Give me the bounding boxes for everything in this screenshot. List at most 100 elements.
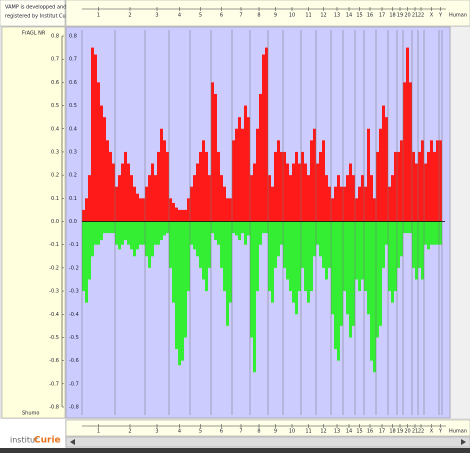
chromosome-label: 8 xyxy=(257,429,260,435)
chromosome-label: Y xyxy=(438,429,443,435)
plot-tick-label: 0.0 xyxy=(69,219,77,225)
chromosome-label: 19 xyxy=(397,13,403,19)
loss-bar xyxy=(202,221,205,280)
gain-bar xyxy=(202,140,205,222)
scrollbar[interactable] xyxy=(65,436,470,448)
loss-bar xyxy=(307,221,310,303)
loss-bar xyxy=(193,221,196,250)
plot-tick-label: -0.8 xyxy=(69,405,79,411)
gain-bar xyxy=(139,198,142,222)
status-bar xyxy=(0,448,470,453)
chromosome-label: 9 xyxy=(274,429,277,435)
gain-bar xyxy=(313,128,316,222)
gain-bar xyxy=(214,93,217,222)
loss-bar xyxy=(406,221,409,234)
info-line: registered by Institut Curie xyxy=(5,14,72,20)
loss-bar xyxy=(418,221,421,268)
loss-bar xyxy=(175,221,178,350)
loss-bar xyxy=(280,221,283,245)
chromosome-label: 21 xyxy=(412,13,418,19)
loss-bar xyxy=(208,221,211,268)
gain-bar xyxy=(220,175,223,222)
gain-bar xyxy=(247,117,250,222)
gain-bar xyxy=(196,163,199,222)
gain-bar xyxy=(253,163,256,222)
loss-bar xyxy=(118,221,121,250)
scroll-left[interactable] xyxy=(70,439,75,445)
loss-bar xyxy=(358,221,361,292)
gain-bar xyxy=(391,175,394,222)
gain-bar xyxy=(100,105,103,222)
gain-bar xyxy=(229,198,232,222)
chromosome-label: 14 xyxy=(346,429,352,435)
right-strip xyxy=(451,27,470,418)
loss-bar xyxy=(244,221,247,245)
gain-bar xyxy=(115,186,118,222)
loss-bar xyxy=(223,221,226,292)
gain-bar xyxy=(241,128,244,222)
loss-bar xyxy=(349,221,352,338)
loss-bar xyxy=(346,221,349,315)
y-tick-label: -0.8 xyxy=(49,405,59,411)
loss-bar xyxy=(226,221,229,326)
plot-tick-label: 0.7 xyxy=(69,57,77,63)
gain-bar xyxy=(349,163,352,222)
loss-bar xyxy=(277,221,280,257)
gain-bar xyxy=(352,175,355,222)
loss-bar xyxy=(301,221,304,268)
gain-bar xyxy=(418,151,421,222)
loss-bar xyxy=(373,221,376,373)
loss-bar xyxy=(229,221,232,303)
loss-bar xyxy=(379,221,382,326)
plot-tick-label: -0.3 xyxy=(69,289,79,295)
chromosome-label: 7 xyxy=(239,13,242,19)
loss-bar xyxy=(82,221,85,292)
loss-bar xyxy=(355,221,358,280)
loss-bar xyxy=(352,221,355,326)
gain-bar xyxy=(184,209,187,222)
gain-bar xyxy=(148,175,151,222)
gain-bar xyxy=(160,128,163,222)
loss-bar xyxy=(370,221,373,361)
loss-bar xyxy=(88,221,91,280)
gain-bar xyxy=(181,209,184,222)
plot-tick-label: -0.6 xyxy=(69,358,79,364)
gain-bar xyxy=(400,140,403,222)
loss-bar xyxy=(187,221,190,292)
gain-bar xyxy=(121,163,124,222)
loss-bar xyxy=(397,221,400,268)
loss-bar xyxy=(103,221,106,234)
loss-bar xyxy=(439,221,442,245)
plot-tick-label: -0.2 xyxy=(69,265,79,271)
gain-bar xyxy=(262,54,265,222)
loss-bar xyxy=(400,221,403,257)
y-tick-label: -0.7 xyxy=(49,381,59,387)
gain-bar xyxy=(217,151,220,222)
logo-prefix: institut xyxy=(10,436,38,445)
chromosome-label: 4 xyxy=(178,13,181,19)
loss-bar xyxy=(364,221,367,292)
gain-bar xyxy=(355,198,358,222)
chromosome-label: 15 xyxy=(356,429,362,435)
scroll-right[interactable] xyxy=(461,439,466,445)
y-tick-label: 0.2 xyxy=(51,173,59,179)
y-tick-label: -0.2 xyxy=(49,265,59,271)
loss-bar xyxy=(427,221,430,250)
gain-bar xyxy=(361,175,364,222)
gain-bar xyxy=(292,163,295,222)
gain-bar xyxy=(118,175,121,222)
plot-tick-label: 0.3 xyxy=(69,149,77,155)
chromosome-label: 7 xyxy=(239,429,242,435)
bottom-label: Shumo xyxy=(22,411,39,417)
gain-bar xyxy=(85,198,88,222)
loss-bar xyxy=(115,221,118,245)
loss-bar xyxy=(166,221,169,234)
loss-bar xyxy=(295,221,298,315)
plot-tick-label: 0.6 xyxy=(69,80,77,86)
loss-bar xyxy=(190,221,193,245)
chromosome-label: 3 xyxy=(155,13,158,19)
chromosome-label: 4 xyxy=(178,429,181,435)
gain-bar xyxy=(232,140,235,222)
chromosome-label: X xyxy=(430,429,434,435)
y-axis-label: FrAGL NR xyxy=(22,31,46,37)
